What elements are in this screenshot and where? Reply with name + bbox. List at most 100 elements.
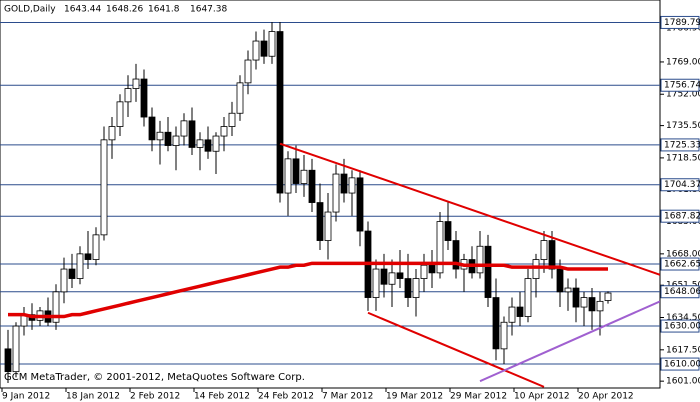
candle-body	[204, 139, 212, 152]
x-tick-label: 19 Mar 2012	[386, 392, 443, 402]
candle-body	[12, 325, 20, 373]
candle-body	[372, 268, 380, 298]
candle-body	[268, 31, 276, 57]
candle-body	[404, 278, 412, 298]
candle-body	[140, 78, 148, 118]
candle-body	[92, 234, 100, 260]
candle-body	[260, 40, 268, 57]
x-tick-label: 18 Jan 2012	[66, 392, 120, 402]
last-high: 1648.26	[106, 5, 143, 15]
level-label-box	[660, 285, 700, 299]
candle-body	[396, 272, 404, 279]
axes: 1786.901769.001752.001735.501718.501701.…	[1, 15, 700, 402]
plot	[0, 21, 660, 388]
candle-body	[436, 221, 444, 274]
candle-body	[196, 139, 204, 148]
watermark: GCM MetaTrader, © 2001-2012, MetaQuotes …	[4, 372, 305, 383]
candle-body	[476, 245, 484, 274]
candle-body	[108, 126, 116, 141]
y-tick-label: 1617.50	[666, 345, 700, 355]
candle-body	[68, 268, 76, 279]
x-tick-label: 14 Feb 2012	[194, 392, 250, 402]
candle-body	[220, 126, 228, 137]
trendline	[479, 300, 660, 383]
level-label-box	[660, 209, 700, 223]
trendline	[367, 311, 545, 388]
candle-body	[580, 297, 588, 308]
candle-body	[388, 272, 396, 285]
candle-body	[332, 173, 340, 213]
plot-frame	[0, 0, 661, 389]
candle-body	[172, 135, 180, 146]
candle-body	[300, 169, 308, 184]
candle-body	[564, 287, 572, 293]
y-tick-label: 1718.50	[666, 153, 700, 163]
candle-body	[428, 264, 436, 274]
last-low: 1641.8	[148, 5, 180, 15]
candle-body	[412, 278, 420, 298]
candle-body	[236, 82, 244, 114]
candle-body	[84, 253, 92, 260]
candle-body	[276, 31, 284, 194]
candle-body	[420, 264, 428, 279]
candle-body	[116, 101, 124, 127]
x-tick-label: 9 Jan 2012	[2, 392, 50, 402]
level-label-box	[660, 257, 700, 271]
candle-body	[148, 116, 156, 141]
y-tick-label: 1668.00	[666, 249, 700, 259]
x-tick-label: 24 Feb 2012	[258, 392, 314, 402]
y-tick-label: 1735.50	[666, 121, 700, 131]
candle-body	[572, 287, 580, 308]
candle-body	[60, 268, 68, 293]
candle-body	[324, 211, 332, 241]
x-tick-label: 2 Feb 2012	[130, 392, 180, 402]
level-label-box	[660, 15, 700, 29]
candle-body	[132, 78, 140, 89]
level-label-box	[660, 78, 700, 92]
candle-body	[180, 120, 188, 137]
candle-body	[164, 131, 172, 146]
y-tick-label: 1601.00	[666, 377, 700, 387]
candle-body	[500, 321, 508, 350]
candle-body	[444, 221, 452, 241]
level-label: 1687.82	[664, 212, 700, 222]
level-label-box	[660, 138, 700, 152]
level-label: 1630.00	[664, 322, 700, 332]
candle-body	[524, 278, 532, 317]
x-tick-label: 20 Apr 2012	[578, 392, 634, 402]
candle-body	[348, 177, 356, 194]
candle-body	[252, 40, 260, 61]
last-open: 1643.44	[64, 5, 101, 15]
x-tick-label: 29 Mar 2012	[450, 392, 507, 402]
candle-body	[340, 173, 348, 194]
candle-body	[52, 291, 60, 323]
candle-body	[556, 268, 564, 293]
x-tick-label: 7 Mar 2012	[322, 392, 373, 402]
y-tick-label: 1752.00	[666, 90, 700, 100]
last-close: 1647.38	[190, 5, 227, 15]
x-tick-label: 10 Apr 2012	[514, 392, 570, 402]
candle-body	[244, 59, 252, 84]
candle-body	[532, 259, 540, 279]
candle-body	[156, 131, 164, 141]
candle-body	[516, 306, 524, 317]
level-label-box	[660, 178, 700, 192]
candle-body	[548, 240, 556, 270]
level-label-box	[660, 319, 700, 333]
candle-body	[76, 253, 84, 279]
candle-body	[484, 245, 492, 298]
moving-average	[8, 261, 608, 319]
candle-body	[380, 268, 388, 285]
y-tick-label: 1634.50	[666, 313, 700, 323]
chart-title: GOLD,Daily	[4, 5, 56, 15]
level-label: 1648.06	[664, 287, 700, 297]
candle-body	[596, 300, 604, 312]
level-label: 1610.00	[664, 360, 700, 370]
trendline	[279, 142, 660, 276]
candle-body	[356, 177, 364, 232]
candle-body	[316, 202, 324, 241]
level-label: 1662.65	[664, 260, 700, 270]
candle-body	[212, 135, 220, 152]
candle-body	[188, 120, 196, 148]
candle-body	[308, 169, 316, 203]
